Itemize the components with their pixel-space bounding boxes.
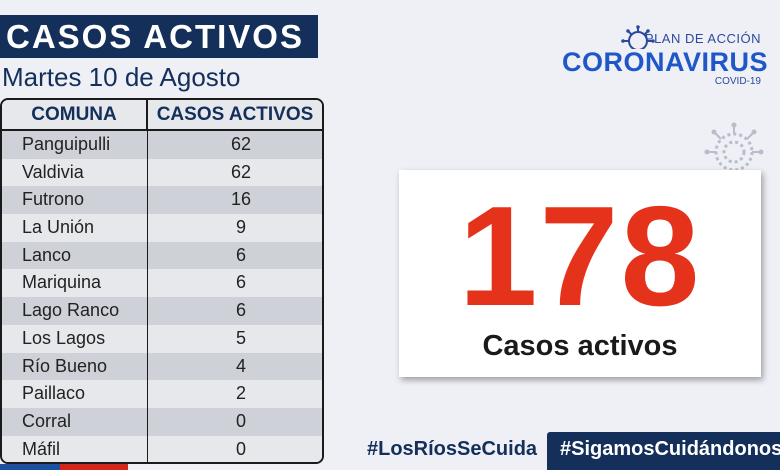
comuna-cell: Los Lagos [2,324,148,353]
table-row: Futrono 16 [2,186,322,215]
logo-covid-text: COVID-19 [714,76,761,87]
table-row: Máfil 0 [2,435,322,462]
cases-table: COMUNA CASOS ACTIVOS Panguipulli 62 Valdi… [0,98,324,464]
table-row: Mariquina 6 [2,269,322,298]
comuna-cell: Río Bueno [2,352,148,381]
table-row: Los Lagos 5 [2,324,322,353]
casos-cell: 4 [235,355,246,376]
hashtag-sigamos: #SigamosCuidándonos [547,432,780,470]
table-header: COMUNA CASOS ACTIVOS [2,100,322,131]
column-header-comuna: COMUNA [2,100,148,129]
table-row: Río Bueno 4 [2,352,322,381]
comuna-cell: Panguipulli [2,131,148,159]
virus-icon [621,25,655,49]
page-title: CASOS ACTIVOS [0,15,318,58]
column-header-casos: CASOS ACTIVOS [156,104,314,125]
logo-plan-text: PLAN DE ACCIÓN [644,31,761,46]
casos-cell: 5 [235,327,246,348]
date-label: Martes 10 de Agosto [2,62,241,92]
table-row: Lanco 6 [2,241,322,270]
flag-stripe-red [60,464,128,470]
comuna-cell: Valdivia [2,158,148,187]
comuna-cell: Paillaco [2,380,148,408]
table-row: Valdivia 62 [2,158,322,187]
casos-cell: 6 [235,300,246,321]
casos-cell: 62 [230,161,252,182]
comuna-cell: La Unión [2,214,148,242]
comuna-cell: Máfil [2,435,148,462]
table-row: Corral 0 [2,407,322,436]
table-row: Panguipulli 62 [2,131,322,159]
table-row: Lago Ranco 6 [2,297,322,325]
table-row: Paillaco 2 [2,380,322,408]
comuna-cell: Lago Ranco [2,297,148,325]
decorative-virus-icon [704,122,764,172]
total-cases-card: 178 Casos activos [399,170,761,377]
casos-cell: 0 [235,410,246,431]
comuna-cell: Futrono [2,186,148,215]
casos-cell: 2 [235,383,246,404]
logo-main-text: CORONAVIRUS [562,47,769,77]
casos-cell: 16 [230,189,252,210]
total-cases-label: Casos activos [482,330,678,362]
casos-cell: 6 [235,272,246,293]
comuna-cell: Corral [2,407,148,436]
comuna-cell: Mariquina [2,269,148,298]
casos-cell: 6 [235,244,246,265]
hashtag-los-rios: #LosRíosSeCuida [367,438,538,460]
table-row: La Unión 9 [2,214,322,242]
coronavirus-plan-logo: PLAN DE ACCIÓN CORONAVIRUS COVID-19 [560,25,769,91]
total-cases-value: 178 [458,177,702,336]
comuna-cell: Lanco [2,241,148,270]
casos-cell: 62 [230,134,252,154]
table-body: Panguipulli 62 Valdivia 62 Futrono 16 La Un… [2,131,322,462]
casos-cell: 9 [235,217,246,238]
casos-cell: 0 [235,438,246,459]
flag-stripe-blue [0,464,60,470]
